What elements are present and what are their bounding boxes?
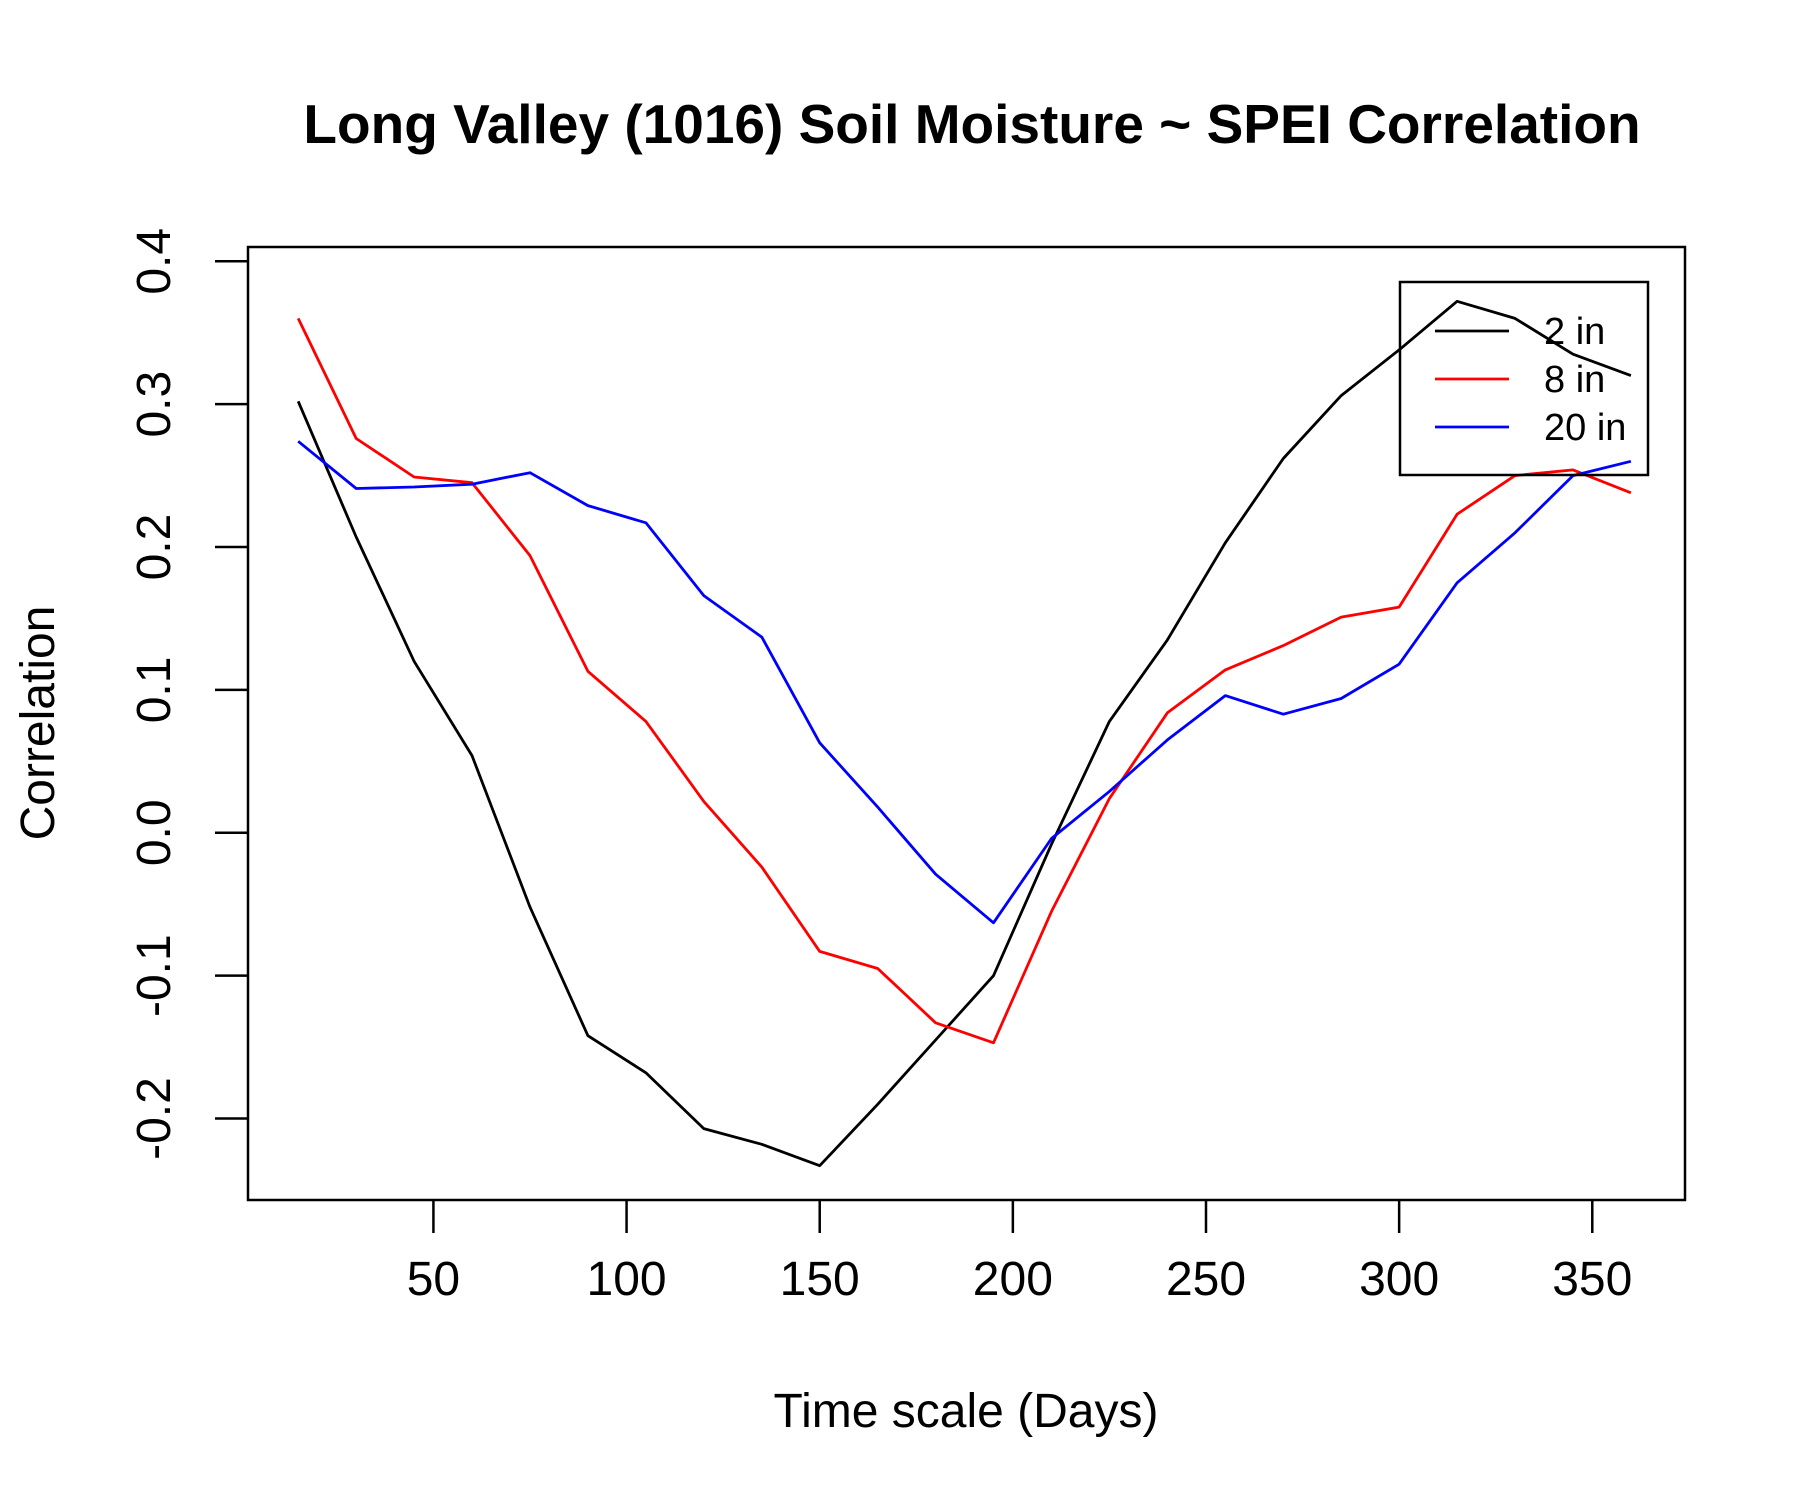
x-tick-label-200: 200	[973, 1253, 1053, 1306]
x-tick-label-300: 300	[1359, 1253, 1439, 1306]
x-axis-label: Time scale (Days)	[774, 1385, 1159, 1438]
y-axis-label: Correlation	[12, 606, 65, 841]
plot-frame	[246, 245, 1687, 1202]
y-tick-label-0-3: 0.3	[128, 371, 181, 438]
chart-title: Long Valley (1016) Soil Moisture ~ SPEI …	[303, 93, 1640, 155]
legend-label-2-in: 2 in	[1544, 311, 1605, 353]
x-tick-label-150: 150	[780, 1253, 860, 1306]
x-tick-label-350: 350	[1552, 1253, 1632, 1306]
plot-area	[246, 245, 1687, 1202]
x-tick-label-250: 250	[1166, 1253, 1246, 1306]
legend-label-20-in: 20 in	[1544, 407, 1626, 449]
x-tick-label-50: 50	[407, 1253, 460, 1306]
series-line-2-in	[296, 299, 1632, 1168]
y-tick-label-0-1: 0.1	[128, 657, 181, 724]
x-tick-label-100: 100	[587, 1253, 667, 1306]
y-axis: -0.2 -0.1 0.0 0.1 0.2 0.3 0.4	[128, 228, 248, 1160]
y-tick-label-0-2: 0.2	[128, 514, 181, 581]
series-layer	[296, 299, 1632, 1168]
y-tick-label-0-2: -0.2	[128, 1077, 181, 1160]
legend-entries: 2 in 8 in 20 in	[1435, 311, 1626, 449]
y-tick-label-0-4: 0.4	[128, 228, 181, 295]
x-axis: 50 100 150 200 250 300 350	[407, 1200, 1632, 1306]
legend-label-8-in: 8 in	[1544, 359, 1605, 401]
y-tick-label-0-0: 0.0	[128, 799, 181, 866]
legend-box	[1398, 280, 1650, 477]
legend: 2 in 8 in 20 in	[1398, 280, 1650, 477]
y-tick-label-0-1: -0.1	[128, 934, 181, 1017]
series-line-8-in	[296, 317, 1632, 1045]
series-line-20-in	[297, 440, 1632, 925]
